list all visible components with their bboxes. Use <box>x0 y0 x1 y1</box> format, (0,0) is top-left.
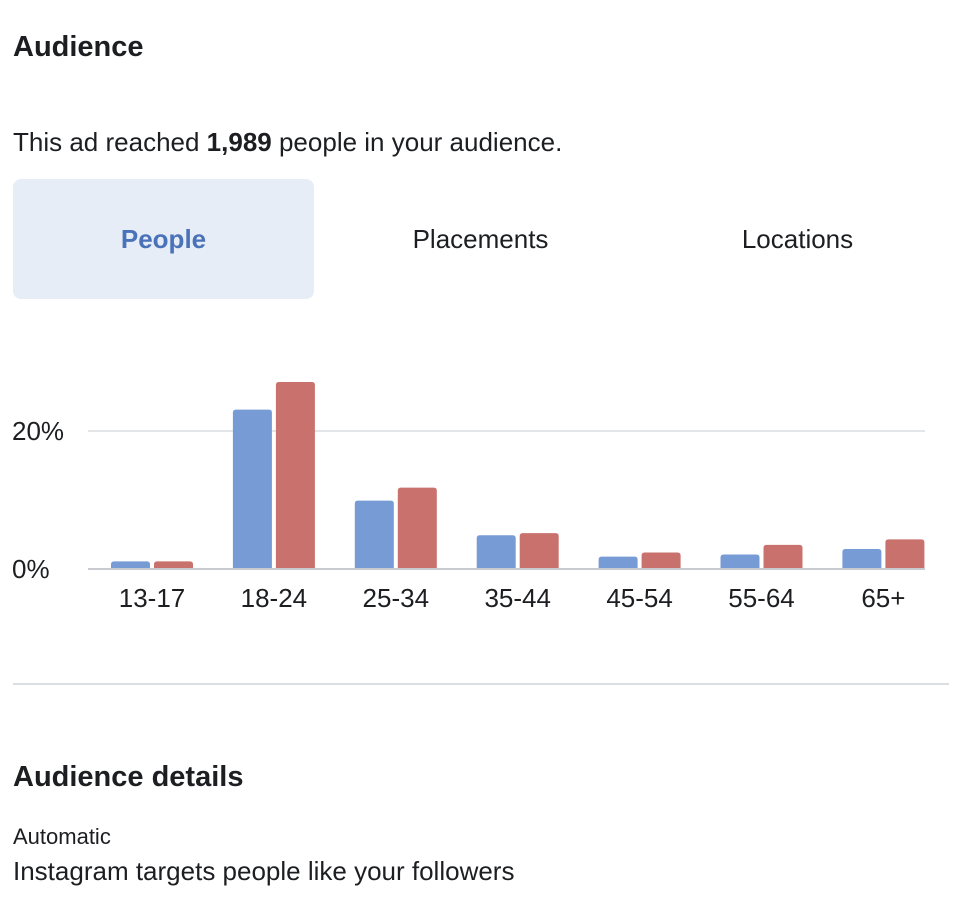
audience-details-title: Audience details <box>13 761 244 793</box>
reach-suffix: people in your audience. <box>271 127 563 157</box>
x-tick-label: 35-44 <box>484 583 551 613</box>
y-tick-label: 20% <box>12 416 64 446</box>
audience-title: Audience <box>13 31 144 63</box>
x-tick-label: 18-24 <box>241 583 308 613</box>
bar-65+-series-2[interactable] <box>885 539 925 569</box>
audience-tabs: People Placements Locations <box>13 179 949 299</box>
bar-45-54-series-1[interactable] <box>598 556 638 569</box>
reach-prefix: This ad reached <box>13 127 207 157</box>
age-distribution-chart: 0% 20% 13-17 18-24 25-34 35-44 45-54 55-64 65+ <box>12 382 925 613</box>
bar-25-34-series-1[interactable] <box>354 500 394 569</box>
bar-35-44-series-2[interactable] <box>519 533 559 569</box>
section-divider <box>13 683 949 685</box>
y-tick-label: 0% <box>12 554 50 584</box>
bar-13-17-series-2[interactable] <box>154 561 193 569</box>
bar-35-44-series-1[interactable] <box>476 535 516 569</box>
x-tick-label: 65+ <box>861 583 905 613</box>
x-tick-label: 55-64 <box>728 583 795 613</box>
bar-13-17-series-1[interactable] <box>111 561 150 569</box>
tab-placements[interactable]: Placements <box>412 223 549 254</box>
bar-18-24-series-2[interactable] <box>275 382 315 569</box>
bar-45-54-series-2[interactable] <box>641 552 681 569</box>
x-tick-label: 13-17 <box>119 583 186 613</box>
bar-65+-series-1[interactable] <box>842 548 882 569</box>
targeting-description: Instagram targets people like your follo… <box>13 856 515 886</box>
reach-summary: This ad reached 1,989 people in your aud… <box>13 127 563 158</box>
bar-55-64-series-1[interactable] <box>720 554 760 569</box>
x-tick-label: 25-34 <box>363 583 430 613</box>
targeting-mode-label: Automatic <box>13 824 111 849</box>
reach-count: 1,989 <box>206 127 272 157</box>
tab-people[interactable]: People <box>13 179 314 299</box>
bar-25-34-series-2[interactable] <box>397 487 437 569</box>
x-tick-label: 45-54 <box>606 583 673 613</box>
bar-18-24-series-1[interactable] <box>232 409 272 569</box>
bar-55-64-series-2[interactable] <box>763 544 803 569</box>
tab-locations[interactable]: Locations <box>741 223 854 254</box>
